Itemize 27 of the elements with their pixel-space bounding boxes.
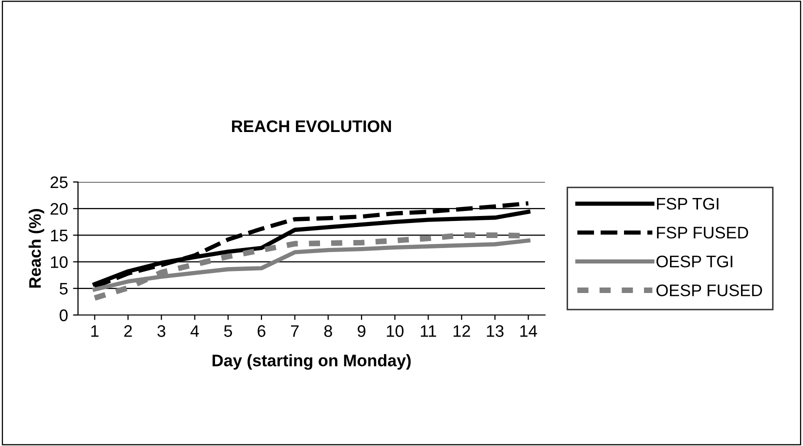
chart-title: REACH EVOLUTION [232, 120, 391, 132]
x-tick-label: 10 [386, 325, 404, 337]
x-tick-label: 2 [124, 325, 132, 337]
x-tick-label: 6 [258, 325, 266, 337]
x-tick-label: 8 [324, 325, 332, 337]
x-axis-title: Day (starting on Monday) [212, 354, 411, 370]
x-tick-label: 12 [454, 325, 470, 337]
legend-label: OESP FUSED [656, 284, 762, 296]
y-tick-label: 20 [50, 203, 68, 215]
x-tick-label: 3 [157, 325, 166, 337]
y-tick-label: 25 [50, 176, 68, 188]
legend-label: OESP TGI [656, 256, 732, 268]
x-tick-label: 9 [358, 325, 366, 337]
y-tick-label: 15 [51, 230, 68, 242]
legend-label: FSP FUSED [657, 226, 748, 239]
x-tick-label: 7 [291, 325, 299, 337]
y-tick-label: 10 [51, 256, 68, 268]
x-tick-label: 5 [224, 325, 232, 337]
y-axis-title: Reach (%) [28, 209, 44, 288]
y-tick-label: 0 [60, 309, 68, 322]
y-tick-label: 5 [60, 282, 68, 295]
x-tick-label: 13 [486, 325, 504, 337]
x-tick-label: 11 [420, 325, 436, 337]
x-tick-label: 4 [190, 325, 199, 337]
x-tick-label: 14 [520, 325, 538, 337]
legend-label: FSP TGI [657, 198, 718, 210]
x-tick-label: 1 [91, 325, 98, 337]
